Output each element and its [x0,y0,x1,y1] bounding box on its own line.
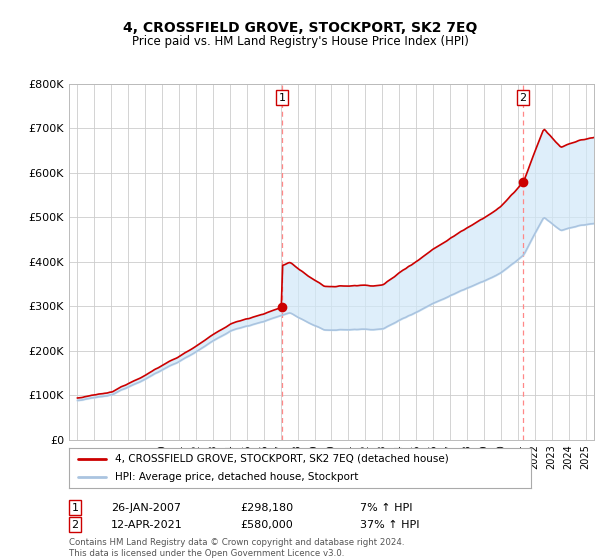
Text: Contains HM Land Registry data © Crown copyright and database right 2024.
This d: Contains HM Land Registry data © Crown c… [69,538,404,558]
Text: HPI: Average price, detached house, Stockport: HPI: Average price, detached house, Stoc… [115,473,359,482]
Text: 4, CROSSFIELD GROVE, STOCKPORT, SK2 7EQ (detached house): 4, CROSSFIELD GROVE, STOCKPORT, SK2 7EQ … [115,454,449,464]
Text: 12-APR-2021: 12-APR-2021 [111,520,183,530]
Text: 7% ↑ HPI: 7% ↑ HPI [360,503,413,513]
Text: £580,000: £580,000 [240,520,293,530]
Text: 4, CROSSFIELD GROVE, STOCKPORT, SK2 7EQ: 4, CROSSFIELD GROVE, STOCKPORT, SK2 7EQ [123,21,477,35]
Text: Price paid vs. HM Land Registry's House Price Index (HPI): Price paid vs. HM Land Registry's House … [131,35,469,48]
Text: 2: 2 [71,520,79,530]
Text: £298,180: £298,180 [240,503,293,513]
Text: 2: 2 [519,93,526,103]
Text: 1: 1 [278,93,286,103]
Text: 26-JAN-2007: 26-JAN-2007 [111,503,181,513]
Text: 1: 1 [71,503,79,513]
Text: 37% ↑ HPI: 37% ↑ HPI [360,520,419,530]
